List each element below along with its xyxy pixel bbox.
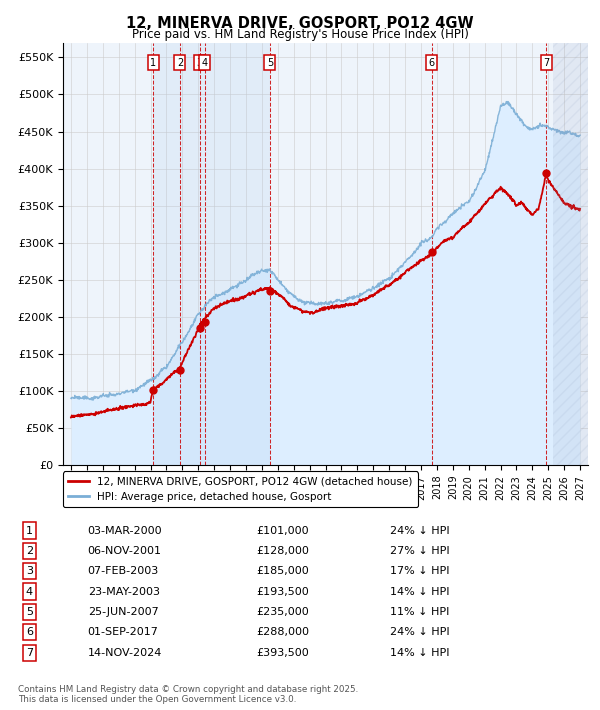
Text: 07-FEB-2003: 07-FEB-2003 — [88, 566, 159, 577]
Text: 5: 5 — [26, 607, 33, 617]
Text: 14% ↓ HPI: 14% ↓ HPI — [391, 586, 450, 596]
Text: £393,500: £393,500 — [256, 648, 309, 657]
Text: 12, MINERVA DRIVE, GOSPORT, PO12 4GW: 12, MINERVA DRIVE, GOSPORT, PO12 4GW — [126, 16, 474, 31]
Text: 27% ↓ HPI: 27% ↓ HPI — [391, 546, 450, 556]
Text: £128,000: £128,000 — [256, 546, 310, 556]
Text: 4: 4 — [26, 586, 33, 596]
Text: 3: 3 — [197, 58, 203, 67]
Text: 4: 4 — [202, 58, 208, 67]
Text: £288,000: £288,000 — [256, 627, 310, 638]
Point — [175, 364, 185, 376]
Legend: 12, MINERVA DRIVE, GOSPORT, PO12 4GW (detached house), HPI: Average price, detac: 12, MINERVA DRIVE, GOSPORT, PO12 4GW (de… — [63, 471, 418, 507]
Text: 11% ↓ HPI: 11% ↓ HPI — [391, 607, 449, 617]
Text: 3: 3 — [26, 566, 33, 577]
Text: £185,000: £185,000 — [256, 566, 309, 577]
Text: Price paid vs. HM Land Registry's House Price Index (HPI): Price paid vs. HM Land Registry's House … — [131, 28, 469, 41]
Text: Contains HM Land Registry data © Crown copyright and database right 2025.
This d: Contains HM Land Registry data © Crown c… — [18, 685, 358, 704]
Text: 1: 1 — [26, 525, 33, 535]
Text: 03-MAR-2000: 03-MAR-2000 — [88, 525, 162, 535]
Point — [541, 168, 551, 179]
Text: 25-JUN-2007: 25-JUN-2007 — [88, 607, 158, 617]
Point — [427, 246, 436, 257]
Text: 14% ↓ HPI: 14% ↓ HPI — [391, 648, 450, 657]
Text: 01-SEP-2017: 01-SEP-2017 — [88, 627, 158, 638]
Text: 06-NOV-2001: 06-NOV-2001 — [88, 546, 161, 556]
Text: 5: 5 — [266, 58, 273, 67]
Text: 23-MAY-2003: 23-MAY-2003 — [88, 586, 160, 596]
Bar — [153, 43, 270, 465]
Text: £235,000: £235,000 — [256, 607, 309, 617]
Text: 1: 1 — [150, 58, 156, 67]
Point — [148, 385, 158, 396]
Point — [200, 316, 209, 327]
Point — [265, 285, 275, 297]
Text: 7: 7 — [543, 58, 549, 67]
Text: £193,500: £193,500 — [256, 586, 309, 596]
Bar — [553, 43, 590, 465]
Text: £101,000: £101,000 — [256, 525, 309, 535]
Text: 24% ↓ HPI: 24% ↓ HPI — [391, 525, 450, 535]
Text: 6: 6 — [26, 627, 33, 638]
Text: 17% ↓ HPI: 17% ↓ HPI — [391, 566, 450, 577]
Text: 6: 6 — [428, 58, 434, 67]
Text: 24% ↓ HPI: 24% ↓ HPI — [391, 627, 450, 638]
Text: 2: 2 — [26, 546, 33, 556]
Text: 2: 2 — [177, 58, 183, 67]
Text: 14-NOV-2024: 14-NOV-2024 — [88, 648, 162, 657]
Point — [195, 322, 205, 334]
Text: 7: 7 — [26, 648, 33, 657]
